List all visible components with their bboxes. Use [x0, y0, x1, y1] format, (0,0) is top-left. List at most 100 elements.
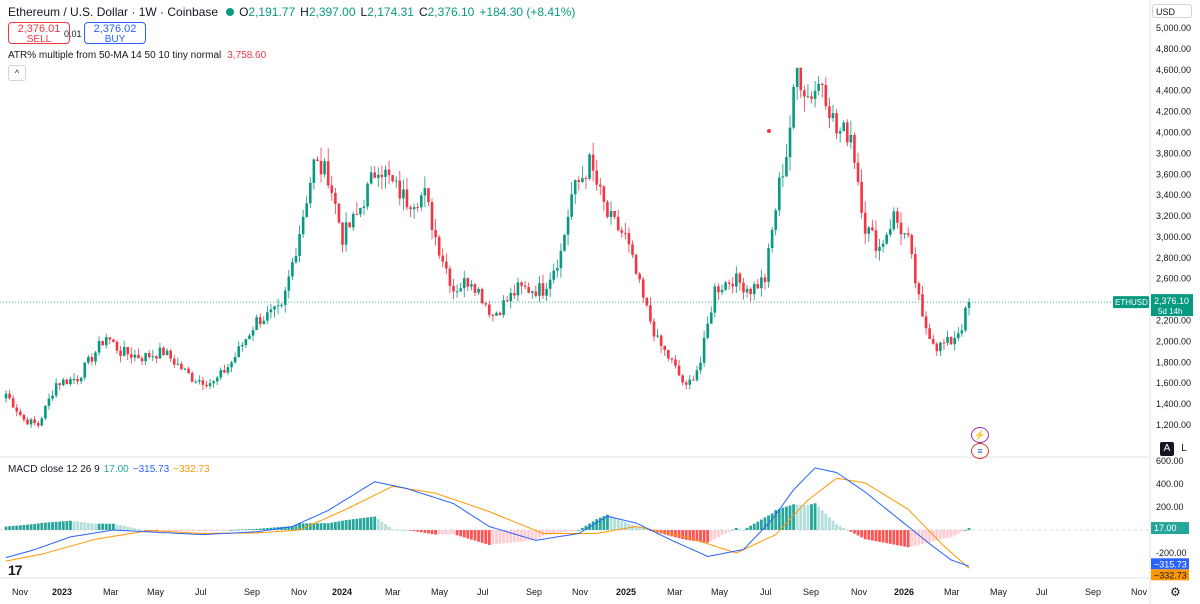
candle-body: [366, 183, 369, 207]
macd-hist-bar: [373, 516, 377, 530]
candle-body: [867, 227, 871, 234]
macd-hist-bar: [523, 530, 527, 541]
sell-button[interactable]: 2,376.01 SELL: [8, 22, 70, 45]
candle-body: [745, 288, 749, 293]
candle-body: [641, 279, 645, 298]
macd-hist-bar: [215, 530, 219, 531]
candle-body: [831, 113, 835, 119]
log-scale-button[interactable]: L: [1181, 443, 1187, 454]
candle-body: [538, 283, 541, 296]
candle-body: [126, 346, 130, 355]
candle-body: [398, 180, 402, 199]
lightning-icon[interactable]: ⚡: [971, 427, 989, 443]
candle-body: [283, 290, 287, 305]
currency-button[interactable]: USD: [1152, 4, 1192, 18]
price-axis-tick: 2,200.00: [1156, 316, 1191, 326]
macd-hist-bar: [785, 506, 788, 530]
macd-hist-bar: [4, 526, 8, 530]
macd-hist-bar: [903, 530, 906, 547]
candle-body: [760, 277, 763, 289]
macd-hist-bar: [61, 521, 65, 530]
candle-body: [846, 122, 849, 143]
candle-body: [939, 342, 942, 352]
macd-hist-bar: [480, 530, 484, 543]
candle-body: [402, 189, 405, 199]
macd-hist-bar: [813, 503, 817, 530]
macd-hist-bar: [752, 523, 756, 530]
candle-body: [505, 300, 509, 302]
candle-body: [101, 341, 104, 346]
chart-title: Ethereum / U.S. Dollar · 1W · Coinbase: [8, 5, 219, 19]
macd-hist-bar: [129, 527, 133, 530]
candle-body: [921, 294, 924, 317]
candle-body: [488, 304, 491, 315]
market-status-icon: [226, 8, 235, 16]
macd-hist-bar: [58, 521, 62, 530]
candle-body: [441, 255, 445, 262]
macd-hist-bar: [72, 521, 76, 530]
candle-body: [183, 368, 187, 370]
macd-hist-bar: [437, 530, 441, 535]
candle-body: [878, 246, 881, 251]
ohlc-low-key: L: [360, 5, 368, 19]
time-axis-label: Sep: [244, 587, 260, 597]
macd-hist-bar: [119, 525, 122, 530]
candle-body: [223, 370, 226, 373]
price-axis-tick: 2,600.00: [1156, 274, 1191, 284]
candle-body: [341, 222, 344, 245]
macd-hist-bar: [36, 523, 40, 530]
macd-hist-bar: [538, 530, 541, 538]
macd-hist-bar: [8, 526, 11, 530]
macd-hist-bar: [559, 530, 563, 533]
macd-hist-bar: [205, 530, 208, 531]
macd-histogram: [4, 503, 971, 548]
macd-hist-bar: [853, 530, 856, 534]
macd-hist-bar: [946, 530, 949, 538]
macd-hist-bar: [956, 530, 960, 534]
candle-body: [581, 178, 584, 183]
candle-body: [470, 284, 473, 287]
macd-hist-bar: [348, 519, 352, 530]
macd-hist-bar: [681, 530, 685, 540]
macd-hist-bar: [355, 518, 359, 530]
macd-hist-bar: [634, 526, 638, 530]
candle-body: [301, 216, 305, 235]
candle-body: [545, 288, 548, 296]
tradingview-logo[interactable]: 17: [8, 562, 23, 578]
candle-body: [559, 250, 563, 269]
atr-label: ATR% multiple from 50-MA 14 50 10 tiny n…: [8, 50, 222, 61]
macd-hist-bar: [65, 520, 69, 530]
macd-legend[interactable]: MACD close 12 26 9 17.00 −315.73 −332.73: [8, 464, 210, 475]
atr-indicator-legend[interactable]: ATR% multiple from 50-MA 14 50 10 tiny n…: [8, 50, 266, 61]
macd-hist-bar: [745, 527, 749, 530]
candle-body: [104, 337, 108, 346]
macd-hist-bar: [842, 527, 846, 530]
ohlc-close: 2,376.10: [427, 5, 475, 19]
us-flag-icon[interactable]: ≡: [971, 443, 989, 459]
buy-button[interactable]: 2,376.02 BUY: [84, 22, 146, 45]
candle-body: [946, 336, 949, 343]
candle-body: [369, 172, 373, 184]
gear-icon[interactable]: ⚙: [1170, 585, 1181, 599]
candle-body: [33, 419, 36, 424]
candle-body: [330, 185, 334, 193]
time-axis-label: Mar: [385, 587, 401, 597]
candle-body: [752, 284, 756, 295]
collapse-legend-button[interactable]: ^: [8, 65, 26, 81]
macd-hist-bar: [602, 516, 606, 530]
candle-body: [742, 282, 745, 293]
time-axis-label: 2025: [616, 587, 636, 597]
macd-hist-bar: [359, 518, 362, 530]
macd-hist-bar: [391, 529, 395, 531]
macd-hist-label: 17.00: [1154, 523, 1177, 533]
candle-body: [677, 365, 681, 376]
macd-hist-bar: [505, 530, 509, 543]
macd-hist-bar: [512, 530, 516, 543]
auto-scale-button[interactable]: A: [1160, 442, 1174, 456]
candle-body: [731, 283, 735, 287]
candle-body: [949, 336, 953, 345]
macd-hist-bar: [416, 530, 420, 532]
macd-hist-bar: [527, 530, 531, 541]
macd-hist-bar: [262, 528, 266, 530]
